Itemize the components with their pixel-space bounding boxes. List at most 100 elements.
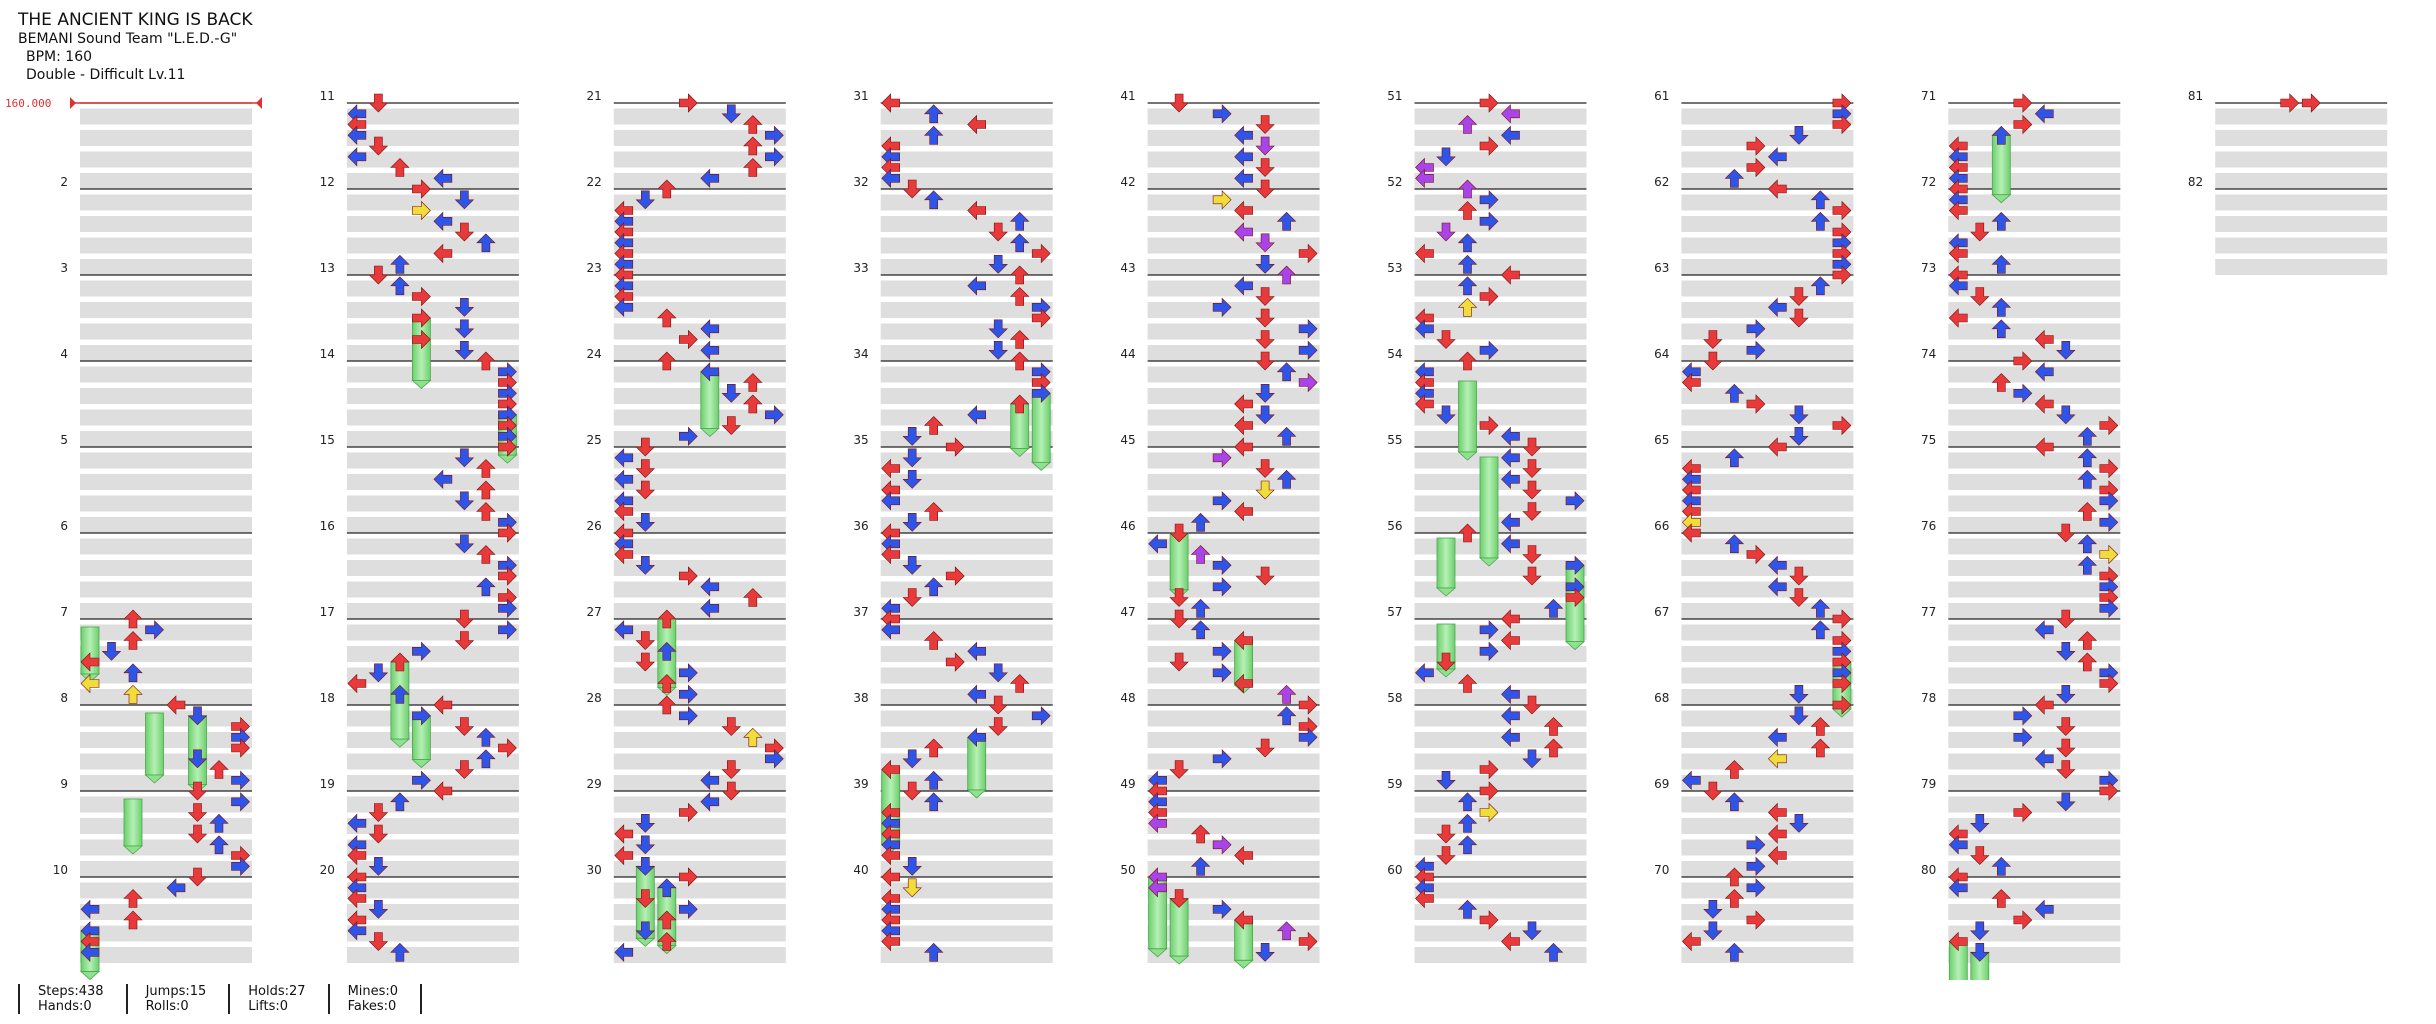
beat-band: [1681, 710, 1854, 727]
beat-band: [1414, 495, 1587, 512]
beat-band: [613, 366, 786, 383]
step-arrow: [967, 200, 987, 221]
step-arrow: [1746, 544, 1766, 565]
stat-holds: Holds:27: [248, 984, 306, 999]
step-arrow: [412, 329, 431, 350]
step-arrow: [657, 674, 677, 693]
step-arrow: [2056, 523, 2076, 543]
step-arrow: [614, 544, 634, 565]
step-arrow: [988, 319, 1008, 339]
step-arrow: [1832, 114, 1852, 135]
beat-band: [880, 560, 1053, 576]
step-arrow: [988, 717, 1008, 736]
step-arrow: [1970, 287, 1990, 306]
beat-band: [1414, 667, 1587, 684]
beat-band: [1948, 581, 2121, 598]
step-arrow: [614, 824, 634, 844]
beat-band: [1681, 345, 1854, 361]
step-arrow: [1255, 287, 1275, 306]
step-arrow: [1501, 426, 1520, 447]
step-arrow: [498, 437, 517, 457]
beat-band: [80, 388, 252, 404]
step-arrow: [1190, 824, 1211, 844]
beat-band: [80, 925, 252, 942]
beat-band: [80, 280, 252, 297]
step-arrow: [1457, 674, 1478, 693]
step-arrow: [657, 641, 677, 661]
step-arrow: [1724, 448, 1745, 468]
beat-band: [80, 474, 252, 490]
beat-band: [1147, 710, 1320, 727]
measure-number: 35: [853, 433, 868, 447]
measure-number: 77: [1921, 605, 1936, 619]
stats-panel: Steps:438 Hands:0 Jumps:15 Rolls:0 Holds:2…: [18, 984, 423, 1014]
beat-band: [80, 108, 252, 125]
step-arrow: [1234, 415, 1253, 436]
step-arrow: [454, 319, 475, 339]
beat-band: [80, 818, 252, 834]
step-arrow: [1948, 308, 1968, 328]
bpm-marker: 160.000: [5, 97, 262, 110]
step-arrow: [1746, 856, 1766, 877]
beat-band: [880, 861, 1053, 877]
step-arrow: [1169, 609, 1189, 629]
step-arrow: [1436, 222, 1456, 242]
step-arrow: [433, 168, 453, 189]
step-arrow: [700, 577, 720, 597]
step-arrow: [1948, 276, 1968, 296]
beat-band: [613, 624, 786, 641]
beat-band: [80, 882, 252, 899]
step-arrow: [764, 405, 784, 425]
beat-band: [1681, 452, 1854, 469]
beat-band: [1681, 280, 1854, 297]
beat-band: [1414, 538, 1587, 555]
beat-band: [1147, 775, 1320, 791]
step-arrow: [412, 770, 431, 791]
step-arrow: [433, 211, 453, 232]
step-arrow: [1234, 910, 1253, 930]
step-arrow: [923, 631, 944, 650]
step-arrow: [187, 749, 208, 769]
step-arrow: [635, 921, 656, 941]
beat-band: [613, 947, 786, 963]
step-arrow: [1970, 813, 1990, 833]
step-arrow: [1009, 265, 1030, 285]
step-arrow: [1436, 652, 1456, 672]
step-arrow: [700, 168, 720, 189]
beat-band: [1681, 495, 1854, 512]
step-arrow: [390, 792, 410, 812]
measure-column: [2215, 102, 2388, 275]
step-arrow: [2056, 609, 2076, 629]
step-arrow: [1457, 201, 1478, 220]
step-arrow: [700, 770, 720, 791]
step-arrow: [433, 243, 453, 264]
measure-number: 21: [587, 89, 602, 103]
beat-band: [1414, 947, 1587, 963]
beat-band: [880, 366, 1053, 383]
step-arrow: [721, 383, 742, 403]
beat-band: [1681, 689, 1854, 705]
step-arrow: [881, 168, 901, 189]
step-arrow: [923, 792, 944, 812]
step-arrow: [1009, 394, 1030, 414]
beat-band: [1414, 839, 1587, 856]
beat-band: [1681, 667, 1854, 684]
beat-band: [1414, 581, 1587, 598]
beat-band: [613, 646, 786, 662]
step-arrow: [743, 588, 763, 607]
step-arrow: [1810, 211, 1831, 231]
hold-end: [1478, 557, 1500, 567]
step-arrow: [1724, 383, 1745, 403]
beat-band: [613, 689, 786, 705]
step-arrow: [635, 631, 656, 650]
beat-band: [1681, 237, 1854, 254]
step-arrow: [1789, 308, 1809, 328]
beat-band: [1948, 538, 2121, 555]
step-arrow: [1565, 587, 1585, 608]
step-arrow: [1810, 276, 1831, 296]
step-arrow: [700, 792, 720, 812]
beat-band: [346, 775, 519, 791]
measure-number: 10: [53, 863, 68, 877]
step-arrow: [412, 308, 431, 328]
step-arrow: [1234, 222, 1253, 242]
